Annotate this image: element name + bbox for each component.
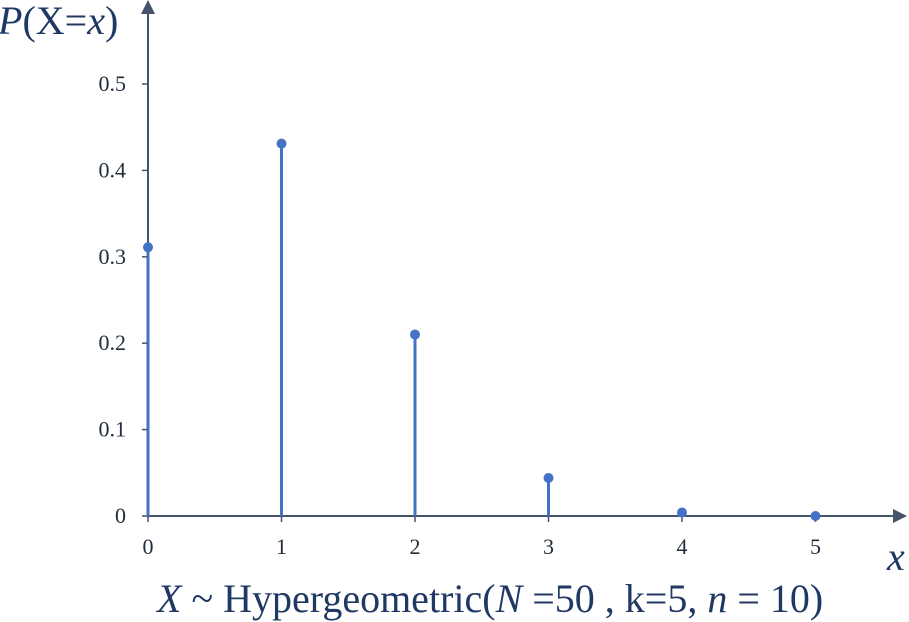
x-tick-label: 2 [410, 534, 421, 559]
y-tick-label: 0.3 [99, 244, 127, 269]
axes [141, 0, 907, 523]
y-axis-label: P(X=x) [0, 0, 118, 43]
x-tick-label: 5 [810, 534, 821, 559]
stem-marker [143, 242, 153, 253]
y-axis-arrow [141, 0, 155, 14]
stems [143, 138, 821, 521]
y-ticks: 0 0.1 0.2 0.3 0.4 0.5 [99, 71, 148, 528]
chart-title: X ~ Hypergeometric(N =50 , k=5, n = 10) [155, 576, 823, 621]
stem-marker [543, 472, 554, 483]
x-ticks: 0 1 2 3 4 5 [143, 516, 821, 559]
y-label-p: P [0, 0, 22, 43]
y-tick-label: 0.1 [99, 417, 127, 442]
title-dist: ~ Hypergeometric( [181, 576, 495, 621]
y-label-open: (X= [22, 0, 87, 43]
stem-marker [677, 507, 687, 518]
y-tick-label: 0.4 [99, 157, 127, 182]
x-tick-label: 3 [543, 534, 554, 559]
title-x: X [155, 576, 183, 621]
stem-marker [276, 138, 287, 149]
x-tick-label: 1 [276, 534, 287, 559]
x-axis-label: x [886, 534, 905, 579]
y-tick-label: 0 [115, 503, 126, 528]
x-tick-label: 0 [143, 534, 154, 559]
title-params: =50 , k=5, [522, 576, 707, 621]
y-tick-label: 0.5 [99, 71, 127, 96]
title-tail: = 10) [727, 576, 823, 621]
stem-marker [410, 329, 420, 340]
y-tick-label: 0.2 [99, 330, 127, 355]
title-n-cap: N [495, 576, 525, 621]
x-tick-label: 4 [677, 534, 688, 559]
y-label-close: ) [105, 0, 118, 43]
stem-marker [810, 511, 821, 521]
y-label-x: x [86, 0, 105, 43]
title-n: n [707, 576, 727, 621]
x-axis-arrow [893, 509, 907, 523]
